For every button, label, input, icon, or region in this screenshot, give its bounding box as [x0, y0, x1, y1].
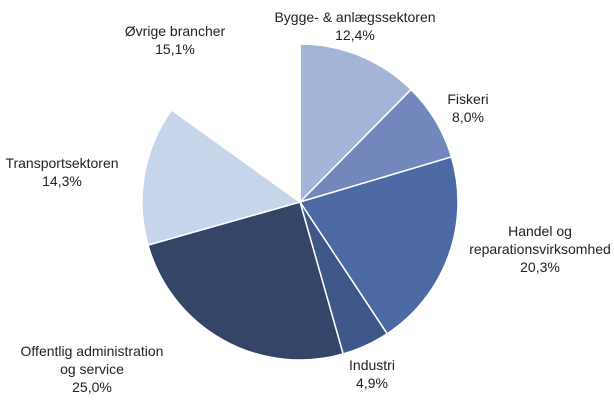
slice-label: Industri	[349, 357, 395, 373]
slice-label-line: reparationsvirksomhed	[469, 241, 611, 257]
pie-slice	[299, 43, 413, 204]
slice-value: 14,3%	[42, 173, 82, 189]
pie-slice	[170, 43, 301, 204]
slice-value: 15,1%	[155, 41, 195, 57]
slice-value: 12,4%	[335, 27, 375, 43]
slice-label-line: Industri	[349, 357, 395, 373]
slice-value: 8,0%	[452, 109, 484, 125]
pie-slice	[141, 108, 302, 247]
slice-label-line: og service	[60, 361, 124, 377]
slice-label-line: Fiskeri	[447, 91, 488, 107]
slice-label: Øvrige brancher	[125, 23, 226, 39]
pie-slice	[147, 201, 345, 361]
slice-label: Transportsektoren	[5, 155, 118, 171]
slice-label-line: Bygge- & anlægssektoren	[274, 9, 435, 25]
slice-label-line: Handel og	[508, 223, 572, 239]
pie-slice	[298, 156, 459, 335]
slice-value: 25,0%	[72, 379, 112, 395]
slice-label: Handel og reparationsvirksomhed	[469, 223, 611, 257]
slice-label: Offentlig administration og service	[21, 343, 164, 377]
slice-label-line: Øvrige brancher	[125, 23, 226, 39]
slice-label: Bygge- & anlægssektoren	[274, 9, 435, 25]
slice-label-line: Offentlig administration	[21, 343, 164, 359]
slice-value: 20,3%	[520, 259, 560, 275]
slice-value: 4,9%	[356, 375, 388, 391]
slice-label: Fiskeri	[447, 91, 488, 107]
slice-label-line: Transportsektoren	[5, 155, 118, 171]
